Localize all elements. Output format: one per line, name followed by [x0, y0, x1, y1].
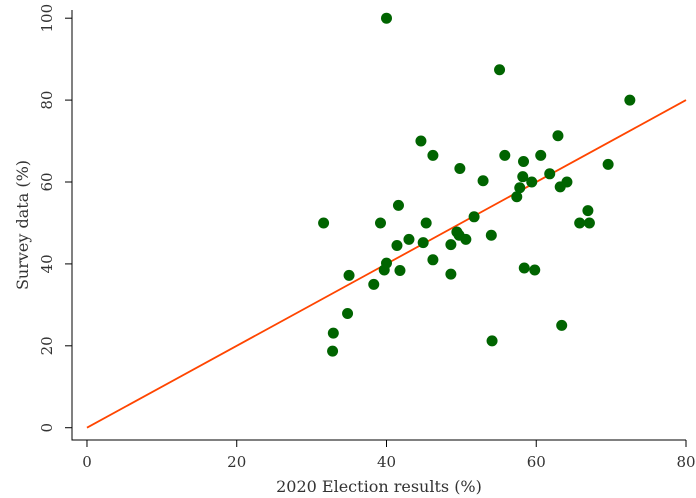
data-point — [574, 217, 586, 229]
data-point — [427, 254, 439, 266]
data-point — [511, 191, 523, 203]
data-point — [318, 217, 330, 229]
y-axis-ticks: 0 20 40 60 80 100 — [38, 4, 72, 433]
y-tick-label: 0 — [38, 423, 56, 433]
data-point — [327, 327, 339, 339]
data-points — [318, 12, 636, 357]
data-point — [394, 264, 406, 276]
y-tick-label: 20 — [38, 336, 56, 355]
data-point — [403, 233, 415, 245]
data-point — [417, 237, 429, 249]
data-point — [415, 135, 427, 147]
x-tick-label: 0 — [82, 453, 92, 471]
data-point — [517, 171, 529, 183]
data-point — [514, 182, 526, 194]
data-point — [380, 257, 392, 269]
data-point — [427, 149, 439, 161]
data-point — [552, 130, 564, 142]
data-point — [445, 268, 457, 280]
data-point — [544, 168, 556, 180]
data-point — [477, 175, 489, 187]
data-point — [499, 149, 511, 161]
data-point — [445, 239, 457, 251]
data-point — [392, 199, 404, 211]
x-tick-label: 20 — [227, 453, 246, 471]
data-point — [485, 229, 497, 241]
data-point — [380, 12, 392, 24]
data-point — [583, 217, 595, 229]
data-point — [468, 211, 480, 223]
data-point — [327, 345, 339, 357]
data-point — [368, 278, 380, 290]
y-tick-label: 80 — [38, 91, 56, 110]
data-point — [602, 158, 614, 170]
y-tick-label: 60 — [38, 172, 56, 191]
data-point — [454, 162, 466, 174]
data-point — [374, 217, 386, 229]
data-point — [460, 233, 472, 245]
axes-frame — [71, 10, 686, 441]
x-tick-label: 80 — [676, 453, 695, 471]
data-point — [526, 176, 538, 188]
y-tick-label: 40 — [38, 254, 56, 273]
x-axis-ticks: 0 20 40 60 80 — [82, 440, 696, 471]
x-tick-label: 60 — [527, 453, 546, 471]
data-point — [561, 176, 573, 188]
data-point — [518, 156, 530, 168]
data-point — [494, 64, 506, 76]
data-point — [420, 217, 432, 229]
y-tick-label: 100 — [38, 4, 56, 33]
data-point — [535, 149, 547, 161]
data-point — [529, 264, 541, 276]
data-point — [624, 94, 636, 106]
data-point — [518, 262, 530, 274]
x-axis-label: 2020 Election results (%) — [276, 477, 482, 496]
plot-area: 0 20 40 60 80 0 20 40 60 80 100 — [38, 4, 696, 471]
x-tick-label: 40 — [377, 453, 396, 471]
data-point — [556, 319, 568, 331]
data-point — [582, 205, 594, 217]
data-point — [391, 239, 403, 251]
data-point — [343, 269, 355, 281]
y-axis-label: Survey data (%) — [13, 160, 32, 290]
data-point — [342, 307, 354, 319]
data-point — [486, 335, 498, 347]
